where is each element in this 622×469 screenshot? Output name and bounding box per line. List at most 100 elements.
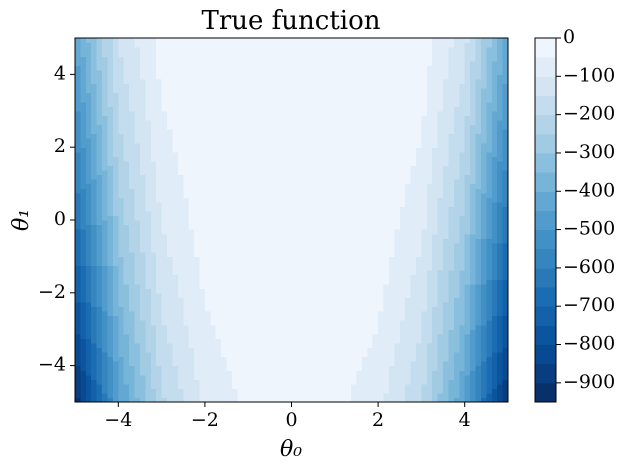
contour-cell xyxy=(296,138,303,144)
contour-cell xyxy=(150,142,157,148)
contour-cell xyxy=(177,279,184,285)
contour-cell xyxy=(475,197,482,203)
contour-cell xyxy=(329,315,336,321)
contour-cell xyxy=(259,324,266,330)
contour-cell xyxy=(156,119,163,126)
contour-cell xyxy=(188,356,195,362)
contour-cell xyxy=(318,379,325,385)
contour-cell xyxy=(102,265,109,271)
contour-cell xyxy=(161,338,168,344)
contour-cell xyxy=(107,379,114,385)
contour-cell xyxy=(367,270,374,276)
contour-cell xyxy=(453,288,460,294)
contour-cell xyxy=(269,169,276,176)
contour-cell xyxy=(215,342,222,348)
contour-cell xyxy=(118,229,125,235)
contour-cell xyxy=(242,347,249,353)
contour-cell xyxy=(167,297,174,303)
contour-cell xyxy=(286,333,293,339)
contour-cell xyxy=(188,179,195,185)
contour-cell xyxy=(204,242,211,248)
contour-cell xyxy=(264,147,271,153)
contour-cell xyxy=(340,210,347,217)
contour-cell xyxy=(291,370,298,376)
contour-cell xyxy=(194,392,201,399)
contour-cell xyxy=(221,110,228,116)
contour-cell xyxy=(475,215,482,221)
contour-cell xyxy=(399,306,406,312)
contour-cell xyxy=(172,342,179,348)
contour-cell xyxy=(286,142,293,148)
contour-cell xyxy=(367,388,374,394)
contour-cell xyxy=(351,392,358,399)
contour-cell xyxy=(85,283,92,289)
contour-cell xyxy=(361,383,368,389)
contour-cell xyxy=(286,133,293,139)
contour-cell xyxy=(345,238,352,244)
contour-cell xyxy=(118,283,125,289)
contour-cell xyxy=(502,238,509,244)
contour-cell xyxy=(502,292,509,298)
contour-cell xyxy=(156,201,163,207)
contour-cell xyxy=(107,165,114,171)
contour-cell xyxy=(448,383,455,389)
contour-cell xyxy=(194,242,201,248)
contour-cell xyxy=(264,370,271,376)
contour-cell xyxy=(453,324,460,330)
contour-cell xyxy=(194,124,201,130)
contour-cell xyxy=(177,361,184,367)
contour-cell xyxy=(453,365,460,371)
contour-cell xyxy=(112,315,119,321)
contour-cell xyxy=(502,165,509,171)
contour-cell xyxy=(302,251,309,257)
contour-cell xyxy=(351,351,358,358)
contour-cell xyxy=(307,201,314,207)
contour-cell xyxy=(96,215,103,221)
contour-cell xyxy=(172,151,179,157)
contour-cell xyxy=(475,174,482,180)
contour-cell xyxy=(351,265,358,271)
contour-cell xyxy=(275,356,282,362)
contour-cell xyxy=(259,192,266,198)
contour-cell xyxy=(313,251,320,257)
contour-cell xyxy=(367,224,374,230)
contour-cell xyxy=(491,315,498,321)
contour-cell xyxy=(145,124,152,130)
contour-cell xyxy=(356,165,363,171)
contour-cell xyxy=(123,142,130,148)
contour-cell xyxy=(215,351,222,358)
contour-cell xyxy=(194,215,201,221)
contour-cell xyxy=(410,242,417,248)
contour-cell xyxy=(156,133,163,139)
contour-cell xyxy=(280,283,287,289)
contour-cell xyxy=(75,197,82,203)
contour-cell xyxy=(107,201,114,207)
contour-cell xyxy=(134,342,141,348)
contour-cell xyxy=(231,342,238,348)
contour-cell xyxy=(129,315,136,321)
contour-cell xyxy=(275,361,282,367)
contour-cell xyxy=(75,179,82,185)
contour-cell xyxy=(259,379,266,385)
contour-cell xyxy=(150,160,157,166)
contour-cell xyxy=(437,356,444,362)
contour-cell xyxy=(432,351,439,358)
contour-cell xyxy=(388,129,395,135)
contour-cell xyxy=(112,351,119,358)
contour-cell xyxy=(221,260,228,267)
contour-cell xyxy=(259,210,266,217)
contour-cell xyxy=(383,133,390,139)
contour-cell xyxy=(415,115,422,121)
contour-cell xyxy=(156,279,163,285)
contour-cell xyxy=(367,124,374,130)
contour-cell xyxy=(426,179,433,185)
contour-cell xyxy=(80,119,87,126)
contour-cell xyxy=(502,265,509,271)
contour-cell xyxy=(264,224,271,230)
contour-cell xyxy=(150,283,157,289)
contour-cell xyxy=(313,224,320,230)
contour-cell xyxy=(480,242,487,248)
contour-cell xyxy=(188,315,195,321)
contour-cell xyxy=(394,288,401,294)
contour-cell xyxy=(464,242,471,248)
